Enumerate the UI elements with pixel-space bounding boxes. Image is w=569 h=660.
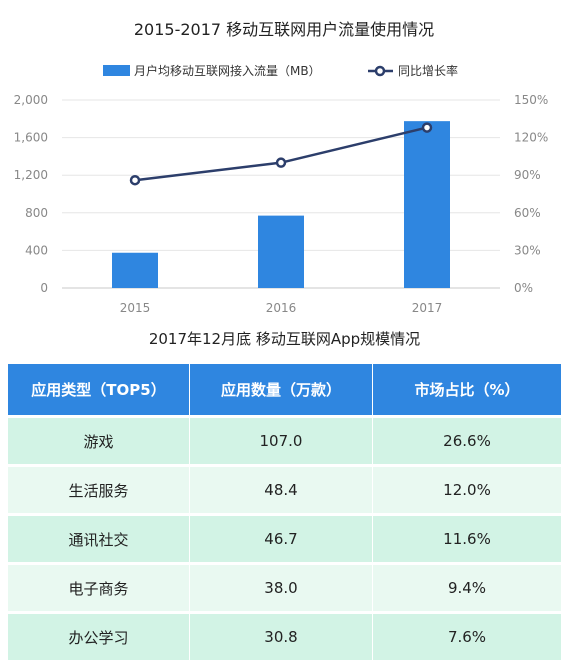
cell-market-share: 11.6% bbox=[373, 513, 561, 562]
legend-bar-swatch bbox=[103, 65, 130, 76]
table-header-row: 应用类型（TOP5） 应用数量（万款） 市场占比（%） bbox=[8, 364, 561, 415]
table-row: 电子商务 38.0 9.4% bbox=[8, 562, 561, 611]
y-left-tick-label: 0 bbox=[40, 281, 48, 295]
y-left-tick-label: 400 bbox=[25, 243, 48, 257]
growth-point bbox=[275, 157, 287, 168]
cell-market-share: 7.6% bbox=[373, 611, 561, 660]
x-tick-label: 2015 bbox=[120, 301, 151, 315]
y-right-tick-label: 0% bbox=[514, 281, 533, 295]
chart-title: 2015-2017 移动互联网用户流量使用情况 bbox=[134, 20, 434, 39]
cell-market-share: 26.6% bbox=[373, 415, 561, 464]
table-row: 生活服务 48.4 12.0% bbox=[8, 464, 561, 513]
growth-line bbox=[134, 126, 428, 182]
cell-app-count: 30.8 bbox=[190, 611, 373, 660]
cell-app-count: 46.7 bbox=[190, 513, 373, 562]
legend-bar-label: 月户均移动互联网接入流量（MB） bbox=[134, 63, 321, 78]
cell-app-type: 办公学习 bbox=[8, 611, 190, 660]
y-left-tick-label: 1,200 bbox=[14, 168, 48, 182]
x-tick-label: 2016 bbox=[266, 301, 297, 315]
y-right-tick-label: 90% bbox=[514, 168, 541, 182]
header-app-count: 应用数量（万款） bbox=[190, 364, 373, 415]
x-tick-label: 2017 bbox=[412, 301, 443, 315]
y-right-tick-label: 60% bbox=[514, 206, 541, 220]
y-left-tick-label: 800 bbox=[25, 206, 48, 220]
y-right-tick-label: 120% bbox=[514, 131, 548, 145]
cell-app-type: 生活服务 bbox=[8, 464, 190, 513]
cell-market-share: 12.0% bbox=[373, 464, 561, 513]
cell-app-type: 游戏 bbox=[8, 415, 190, 464]
table-row: 办公学习 30.8 7.6% bbox=[8, 611, 561, 660]
y-right-tick-label: 30% bbox=[514, 243, 541, 257]
bar bbox=[112, 252, 158, 288]
header-market-share: 市场占比（%） bbox=[373, 364, 561, 415]
y-left-tick-label: 1,600 bbox=[14, 131, 48, 145]
cell-app-type: 电子商务 bbox=[8, 562, 190, 611]
table-title: 2017年12月底 移动互联网App规模情况 bbox=[148, 330, 421, 348]
cell-app-count: 107.0 bbox=[190, 415, 373, 464]
table-row: 游戏 107.0 26.6% bbox=[8, 415, 561, 464]
header-app-type: 应用类型（TOP5） bbox=[8, 364, 190, 415]
traffic-chart: 2015-2017 移动互联网用户流量使用情况月户均移动互联网接入流量（MB） 同… bbox=[0, 0, 569, 325]
y-right-tick-label: 150% bbox=[514, 93, 548, 107]
growth-point bbox=[129, 174, 141, 186]
cell-app-type: 通讯社交 bbox=[8, 513, 190, 562]
table-row: 通讯社交 46.7 11.6% bbox=[8, 513, 561, 562]
y-left-tick-label: 2,000 bbox=[14, 93, 48, 107]
app-scale-table: 应用类型（TOP5） 应用数量（万款） 市场占比（%） 游戏 107.0 26.… bbox=[8, 364, 561, 660]
legend-line-label: 同比增长率 bbox=[398, 63, 458, 78]
growth-point bbox=[421, 122, 433, 133]
bar bbox=[258, 215, 304, 288]
legend-line-marker bbox=[374, 65, 386, 77]
cell-app-count: 48.4 bbox=[190, 464, 373, 513]
bar bbox=[404, 121, 450, 289]
cell-market-share: 9.4% bbox=[373, 562, 561, 611]
cell-app-count: 38.0 bbox=[190, 562, 373, 611]
